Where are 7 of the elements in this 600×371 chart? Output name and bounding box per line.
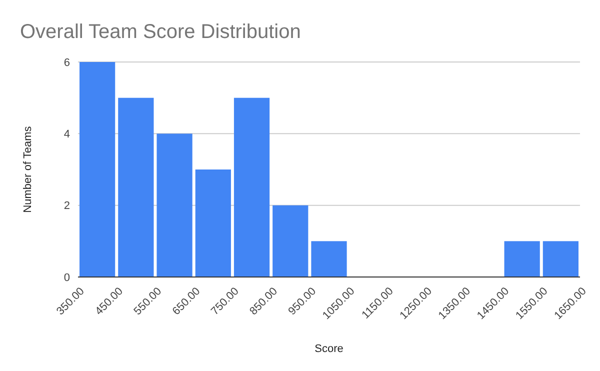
chart-title: Overall Team Score Distribution <box>20 21 301 43</box>
y-tick-label: 2 <box>64 200 70 212</box>
y-tick-label: 6 <box>64 56 70 69</box>
y-tick-label: 0 <box>64 272 70 284</box>
x-axis-title: Score <box>314 343 344 355</box>
y-tick-label: 4 <box>64 128 70 141</box>
y-axis-title: Number of Teams <box>22 126 34 213</box>
